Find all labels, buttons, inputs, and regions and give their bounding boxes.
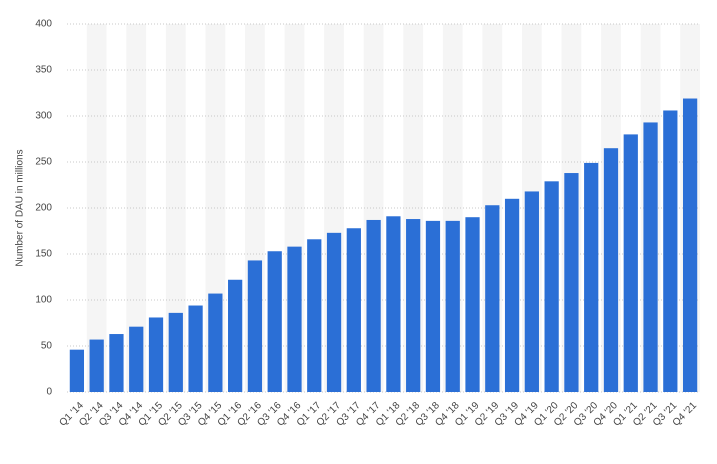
bar bbox=[406, 219, 421, 392]
bar bbox=[445, 220, 460, 392]
y-tick-label: 50 bbox=[41, 341, 53, 352]
bar bbox=[603, 148, 619, 392]
bar bbox=[89, 339, 104, 392]
bar bbox=[148, 317, 164, 392]
bar bbox=[682, 98, 698, 393]
bar bbox=[109, 334, 124, 392]
y-tick-label: 350 bbox=[35, 65, 52, 76]
bar bbox=[168, 312, 183, 392]
bar bbox=[247, 260, 263, 392]
y-tick-label: 300 bbox=[35, 111, 52, 122]
bar bbox=[643, 122, 658, 392]
y-tick-label: 150 bbox=[35, 249, 52, 260]
bar bbox=[267, 251, 282, 392]
bar bbox=[307, 239, 322, 392]
bar bbox=[188, 305, 203, 392]
bar bbox=[208, 293, 223, 392]
bar bbox=[69, 349, 85, 392]
bar bbox=[564, 173, 579, 392]
y-tick-label: 400 bbox=[35, 19, 52, 30]
bar bbox=[346, 228, 361, 392]
bar bbox=[485, 205, 500, 392]
y-axis-label: Number of DAU in millions bbox=[15, 149, 26, 266]
bar bbox=[623, 134, 638, 392]
bar bbox=[129, 326, 144, 392]
y-tick-label: 0 bbox=[46, 387, 52, 398]
bar bbox=[663, 110, 678, 392]
bar bbox=[544, 181, 559, 392]
bar bbox=[326, 232, 342, 392]
y-tick-label: 200 bbox=[35, 203, 52, 214]
y-tick-label: 100 bbox=[35, 295, 52, 306]
bar bbox=[584, 162, 599, 392]
y-tick-label: 250 bbox=[35, 157, 52, 168]
bar bbox=[524, 191, 539, 392]
bar bbox=[425, 220, 441, 392]
bar bbox=[465, 217, 480, 392]
bar bbox=[504, 198, 520, 392]
bar bbox=[366, 219, 381, 392]
bar bbox=[287, 246, 302, 392]
bar bbox=[386, 216, 401, 392]
bar bbox=[228, 279, 243, 392]
